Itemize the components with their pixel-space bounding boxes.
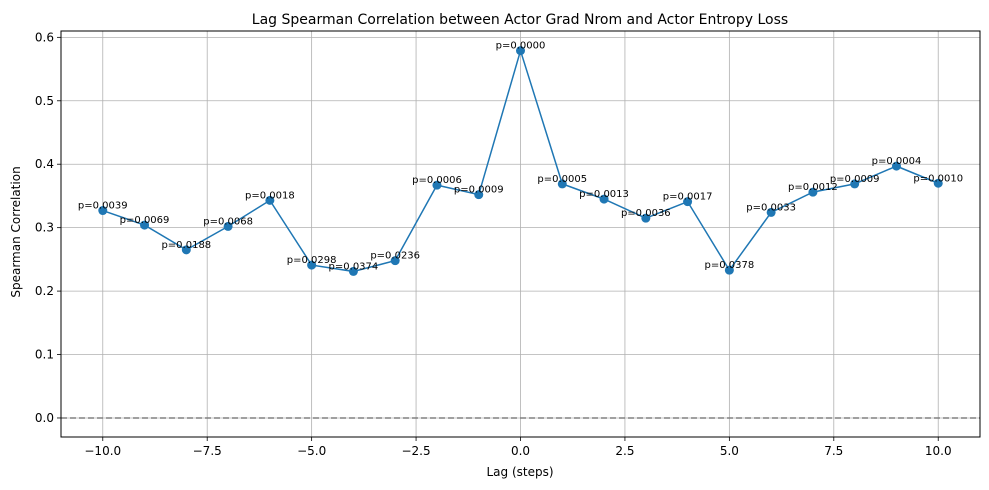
data-point (140, 220, 150, 230)
pvalue-label: p=0.0006 (412, 175, 462, 186)
data-point (850, 179, 860, 189)
pvalue-label: p=0.0068 (203, 216, 253, 227)
pvalue-annotations: p=0.0039 p=0.0069 p=0.0188 p=0.0068 p=0.0018… (78, 41, 963, 273)
data-point (724, 265, 734, 275)
data-point (432, 180, 442, 190)
pvalue-label: p=0.0298 (287, 255, 337, 266)
pvalue-label: p=0.0000 (496, 41, 546, 52)
pvalue-label: p=0.0005 (537, 174, 587, 185)
pvalue-label: p=0.0009 (830, 174, 880, 185)
data-point (348, 266, 358, 276)
pvalue-label: p=0.0374 (329, 261, 379, 272)
x-tick-label: −10.0 (84, 444, 121, 458)
data-point (891, 161, 901, 171)
x-tick-label: 0.0 (511, 444, 530, 458)
y-axis-label: Spearman Correlation (9, 166, 23, 297)
chart-title: Lag Spearman Correlation between Actor G… (252, 12, 788, 28)
data-point (557, 179, 567, 189)
x-tick-label: 5.0 (720, 444, 739, 458)
pvalue-label: p=0.0378 (705, 260, 755, 271)
data-point (599, 194, 609, 204)
pvalue-label: p=0.0033 (746, 202, 796, 213)
x-tick-label: 10.0 (925, 444, 952, 458)
data-point (683, 197, 693, 207)
x-axis-label: Lag (steps) (486, 465, 553, 479)
pvalue-label: p=0.0012 (788, 182, 838, 193)
pvalue-label: p=0.0010 (913, 173, 963, 184)
x-tick-label: −5.0 (297, 444, 326, 458)
y-tick-label: 0.1 (35, 348, 54, 362)
pvalue-label: p=0.0018 (245, 190, 295, 201)
pvalue-label: p=0.0188 (161, 240, 211, 251)
x-tick-label: −7.5 (193, 444, 222, 458)
data-point (181, 245, 191, 255)
y-ticks: 0.0 0.1 0.2 0.3 0.4 0.5 0.6 (35, 30, 61, 425)
data-point (265, 195, 275, 205)
y-tick-label: 0.5 (35, 94, 54, 108)
x-tick-label: 7.5 (824, 444, 843, 458)
y-tick-label: 0.4 (35, 157, 54, 171)
pvalue-label: p=0.0004 (872, 156, 922, 167)
data-point (474, 190, 484, 200)
grid-lines (61, 31, 980, 437)
x-tick-label: −2.5 (401, 444, 430, 458)
data-point (98, 206, 108, 216)
y-tick-label: 0.0 (35, 411, 54, 425)
data-point (808, 187, 818, 197)
pvalue-label: p=0.0017 (663, 192, 713, 203)
data-point (933, 178, 943, 188)
pvalue-label: p=0.0039 (78, 201, 128, 212)
data-point (307, 260, 317, 270)
x-ticks: −10.0 −7.5 −5.0 −2.5 0.0 2.5 5.0 7.5 10.0 (84, 437, 952, 458)
pvalue-label: p=0.0036 (621, 208, 671, 219)
y-tick-label: 0.6 (35, 30, 54, 44)
data-point (516, 46, 525, 56)
data-point (223, 221, 233, 231)
x-tick-label: 2.5 (615, 444, 634, 458)
data-point (390, 256, 400, 266)
pvalue-label: p=0.0069 (120, 215, 170, 226)
y-tick-label: 0.2 (35, 284, 54, 298)
data-point (766, 207, 776, 217)
pvalue-label: p=0.0013 (579, 189, 629, 200)
data-point (641, 213, 651, 223)
y-tick-label: 0.3 (35, 221, 54, 235)
data-series (98, 46, 943, 276)
pvalue-label: p=0.0236 (370, 251, 420, 262)
pvalue-label: p=0.0009 (454, 185, 504, 196)
